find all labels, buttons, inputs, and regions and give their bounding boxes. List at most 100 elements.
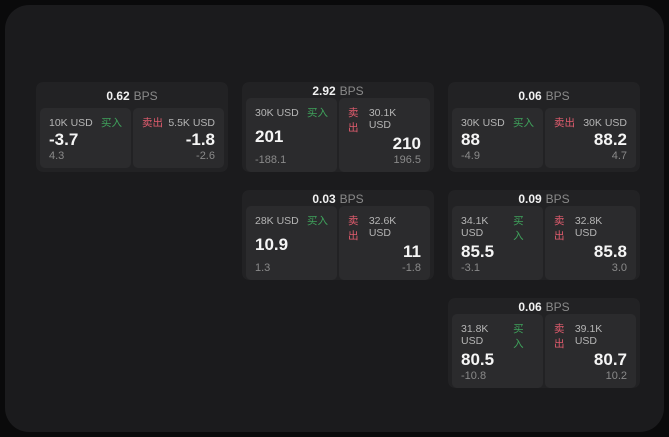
sell-size-label: 39.1K USD <box>574 323 603 347</box>
buy-change: -10.8 <box>461 369 487 382</box>
pricing-cards-grid: 0.62 BPS 10K USD 买入 -3.7 4.3 卖出 5.5K USD… <box>36 82 640 388</box>
buy-sell-panels: 28K USD 买入 10.9 1.3 卖出 32.6K USD 11 -1.8 <box>246 206 430 280</box>
sell-change: 10.2 <box>605 369 627 382</box>
buy-panel[interactable]: 28K USD 买入 10.9 1.3 <box>246 206 337 280</box>
pricing-card: 0.62 BPS 10K USD 买入 -3.7 4.3 卖出 5.5K USD… <box>36 82 228 172</box>
sell-panel-header: 卖出 5.5K USD <box>142 115 215 130</box>
buy-price: 80.5 <box>461 350 495 369</box>
buy-sell-panels: 30K USD 买入 201 -188.1 卖出 30.1K USD 210 1… <box>246 98 430 172</box>
sell-panel[interactable]: 卖出 39.1K USD 80.7 10.2 <box>545 314 636 388</box>
buy-size-label: 31.8K USD <box>461 323 489 347</box>
sell-side-label: 卖出 <box>348 215 359 242</box>
sell-panel-header: 卖出 32.6K USD <box>348 213 421 243</box>
buy-side-label: 买入 <box>513 117 534 129</box>
sell-panel-header: 卖出 32.8K USD <box>554 213 627 243</box>
buy-panel-header: 10K USD 买入 <box>49 115 122 130</box>
sell-size-label: 30.1K USD <box>368 107 397 131</box>
pricing-card: 0.03 BPS 28K USD 买入 10.9 1.3 卖出 32.6K US… <box>242 190 434 280</box>
spread-unit-label: BPS <box>545 89 570 103</box>
buy-panel-header: 28K USD 买入 <box>255 213 328 228</box>
sell-panel-header: 卖出 39.1K USD <box>554 321 627 351</box>
sell-change: -2.6 <box>196 150 215 162</box>
sell-side-label: 卖出 <box>554 117 575 129</box>
pricing-card: 0.09 BPS 34.1K USD 买入 85.5 -3.1 卖出 32.8K… <box>448 190 640 280</box>
buy-panel[interactable]: 31.8K USD 买入 80.5 -10.8 <box>452 314 543 388</box>
buy-side-label: 买入 <box>307 215 328 227</box>
app-window: 0.62 BPS 10K USD 买入 -3.7 4.3 卖出 5.5K USD… <box>5 5 664 432</box>
pricing-card: 0.06 BPS 31.8K USD 买入 80.5 -10.8 卖出 39.1… <box>448 298 640 388</box>
buy-panel[interactable]: 30K USD 买入 88 -4.9 <box>452 108 543 168</box>
sell-panel[interactable]: 卖出 32.8K USD 85.8 3.0 <box>545 206 636 280</box>
sell-change: -1.8 <box>402 261 421 274</box>
buy-size-label: 28K USD <box>255 215 299 227</box>
spread-value: 0.06 <box>518 300 542 314</box>
buy-sell-panels: 34.1K USD 买入 85.5 -3.1 卖出 32.8K USD 85.8… <box>452 206 636 280</box>
sell-price: 11 <box>403 242 421 261</box>
spread-unit-label: BPS <box>545 192 570 206</box>
sell-size-label: 32.8K USD <box>574 215 603 239</box>
buy-panel-header: 34.1K USD 买入 <box>461 213 534 243</box>
pricing-card: 0.06 BPS 30K USD 买入 88 -4.9 卖出 30K USD 8… <box>448 82 640 172</box>
buy-size-label: 10K USD <box>49 117 93 129</box>
spread-value: 0.03 <box>312 192 336 206</box>
buy-panel[interactable]: 30K USD 买入 201 -188.1 <box>246 98 337 172</box>
sell-price: 210 <box>392 134 421 153</box>
sell-side-label: 卖出 <box>348 107 359 134</box>
spread-value: 0.09 <box>518 192 542 206</box>
sell-panel[interactable]: 卖出 30.1K USD 210 196.5 <box>339 98 430 172</box>
sell-change: 196.5 <box>393 153 421 166</box>
sell-price: 88.2 <box>593 129 627 149</box>
spread-value: 2.92 <box>312 84 336 98</box>
card-spread-header: 2.92 BPS <box>242 82 434 98</box>
buy-panel-header: 30K USD 买入 <box>461 115 534 130</box>
sell-size-label: 32.6K USD <box>368 215 397 239</box>
buy-sell-panels: 10K USD 买入 -3.7 4.3 卖出 5.5K USD -1.8 -2.… <box>40 108 224 168</box>
sell-change: 3.0 <box>611 261 627 274</box>
buy-panel[interactable]: 34.1K USD 买入 85.5 -3.1 <box>452 206 543 280</box>
sell-panel-header: 卖出 30K USD <box>554 115 627 130</box>
sell-panel[interactable]: 卖出 30K USD 88.2 4.7 <box>545 108 636 168</box>
buy-panel[interactable]: 10K USD 买入 -3.7 4.3 <box>40 108 131 168</box>
buy-change: -3.1 <box>461 261 480 274</box>
sell-price: 85.8 <box>593 242 627 261</box>
buy-sell-panels: 31.8K USD 买入 80.5 -10.8 卖出 39.1K USD 80.… <box>452 314 636 388</box>
buy-side-label: 买入 <box>513 215 524 242</box>
spread-value: 0.06 <box>518 89 542 103</box>
card-spread-header: 0.06 BPS <box>448 298 640 314</box>
buy-side-label: 买入 <box>101 117 122 129</box>
card-spread-header: 0.62 BPS <box>36 82 228 108</box>
spread-value: 0.62 <box>106 89 130 103</box>
spread-unit-label: BPS <box>339 84 364 98</box>
spread-unit-label: BPS <box>339 192 364 206</box>
sell-size-label: 30K USD <box>583 117 627 129</box>
sell-side-label: 卖出 <box>142 117 163 129</box>
buy-price: 88 <box>461 129 480 149</box>
pricing-card: 2.92 BPS 30K USD 买入 201 -188.1 卖出 30.1K … <box>242 82 434 172</box>
buy-side-label: 买入 <box>513 323 524 350</box>
sell-size-label: 5.5K USD <box>168 117 215 129</box>
buy-price: 201 <box>255 126 284 146</box>
buy-sell-panels: 30K USD 买入 88 -4.9 卖出 30K USD 88.2 4.7 <box>452 108 636 168</box>
spread-unit-label: BPS <box>545 300 570 314</box>
sell-panel[interactable]: 卖出 32.6K USD 11 -1.8 <box>339 206 430 280</box>
sell-panel-header: 卖出 30.1K USD <box>348 105 421 135</box>
buy-size-label: 30K USD <box>255 107 299 119</box>
sell-side-label: 卖出 <box>554 215 565 242</box>
card-spread-header: 0.09 BPS <box>448 190 640 206</box>
buy-panel-header: 30K USD 买入 <box>255 105 328 120</box>
buy-size-label: 30K USD <box>461 117 505 129</box>
sell-panel[interactable]: 卖出 5.5K USD -1.8 -2.6 <box>133 108 224 168</box>
card-spread-header: 0.06 BPS <box>448 82 640 108</box>
buy-change: -4.9 <box>461 150 480 162</box>
buy-price: -3.7 <box>49 129 79 149</box>
sell-price: 80.7 <box>593 350 627 369</box>
buy-side-label: 买入 <box>307 107 328 119</box>
sell-price: -1.8 <box>185 129 215 149</box>
sell-change: 4.7 <box>611 150 627 162</box>
buy-panel-header: 31.8K USD 买入 <box>461 321 534 351</box>
spread-unit-label: BPS <box>133 89 158 103</box>
card-spread-header: 0.03 BPS <box>242 190 434 206</box>
buy-size-label: 34.1K USD <box>461 215 489 239</box>
buy-change: -188.1 <box>255 153 287 166</box>
buy-change: 1.3 <box>255 261 271 274</box>
